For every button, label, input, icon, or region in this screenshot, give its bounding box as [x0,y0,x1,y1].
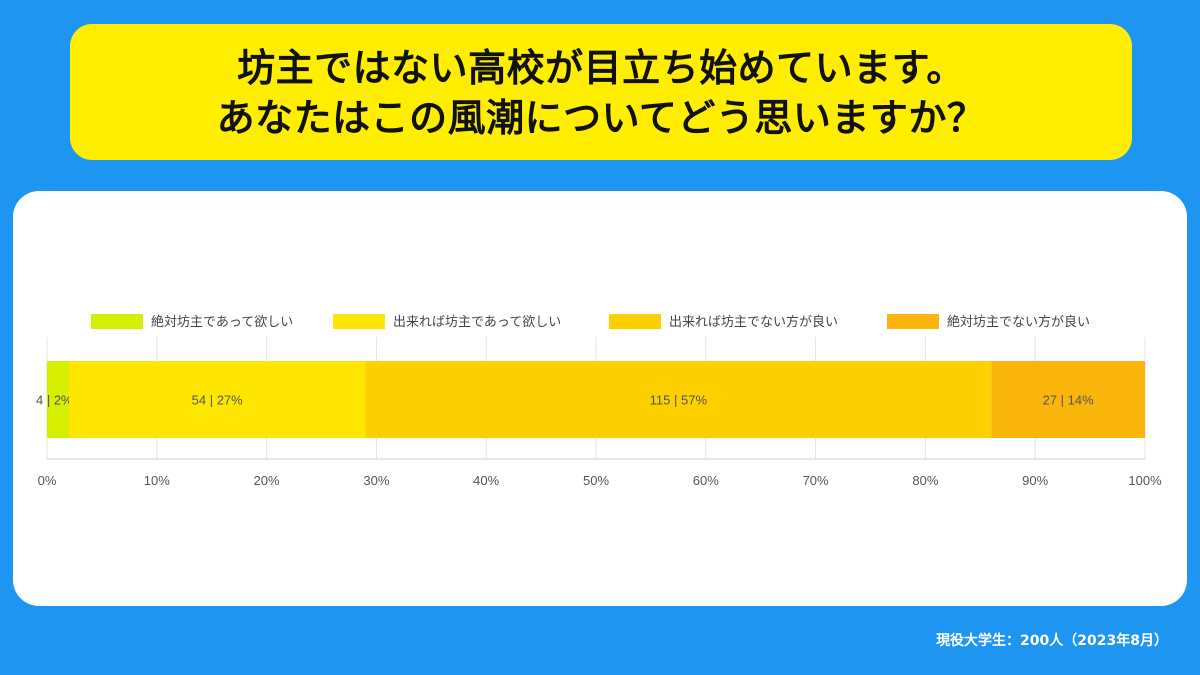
legend-swatch [609,314,661,329]
legend: 絶対坊主であって欲しい 出来れば坊主であって欲しい 出来れば坊主でない方が良い 絶対坊… [91,314,1090,330]
legend-swatch [91,314,143,329]
x-tick-label: 90% [1022,473,1048,488]
bar-segment [47,361,69,438]
legend-label: 絶対坊主でない方が良い [947,314,1090,330]
legend-swatch [887,314,939,329]
survey-footnote: 現役大学生：200人（2023年8月） [936,633,1168,649]
bar-segment [365,361,992,438]
bars: 4 | 2% 54 | 27% 115 | 57% 27 | 14% [36,361,1145,438]
x-tick-label: 50% [583,473,609,488]
bar-data-label: 4 | 2% [36,393,73,408]
x-tick-label: 40% [473,473,499,488]
x-tick-label: 70% [803,473,829,488]
bar-segment [991,361,1145,438]
legend-label: 出来れば坊主でない方が良い [669,314,838,330]
bar-segment [68,361,366,438]
legend-label: 出来れば坊主であって欲しい [393,314,561,330]
x-tick-label: 0% [38,473,57,488]
x-tick-label: 100% [1128,473,1162,488]
legend-swatch [333,314,385,329]
title-line-1: 坊主ではない高校が目立ち始めています。 [237,46,965,90]
x-tick-label: 10% [144,473,170,488]
x-axis-ticks: 0% 10% 20% 30% 40% 50% 60% 70% 80% 90% 100% [38,473,1162,488]
x-tick-label: 30% [363,473,389,488]
stacked-bar-chart: 絶対坊主であって欲しい 出来れば坊主であって欲しい 出来れば坊主でない方が良い 絶対坊… [36,314,1162,488]
x-tick-label: 80% [912,473,938,488]
bar-data-label: 27 | 14% [1043,393,1095,408]
bar-data-label: 115 | 57% [650,393,708,408]
title-banner: 坊主ではない高校が目立ち始めています。 あなたはこの風潮についてどう思いますか？ [70,24,1132,160]
title-line-2: あなたはこの風潮についてどう思いますか？ [216,96,986,140]
x-tick-label: 60% [693,473,719,488]
chart-card: 絶対坊主であって欲しい 出来れば坊主であって欲しい 出来れば坊主でない方が良い 絶対坊… [13,191,1187,606]
x-tick-label: 20% [254,473,280,488]
legend-label: 絶対坊主であって欲しい [151,314,293,330]
bar-data-label: 54 | 27% [192,393,244,408]
